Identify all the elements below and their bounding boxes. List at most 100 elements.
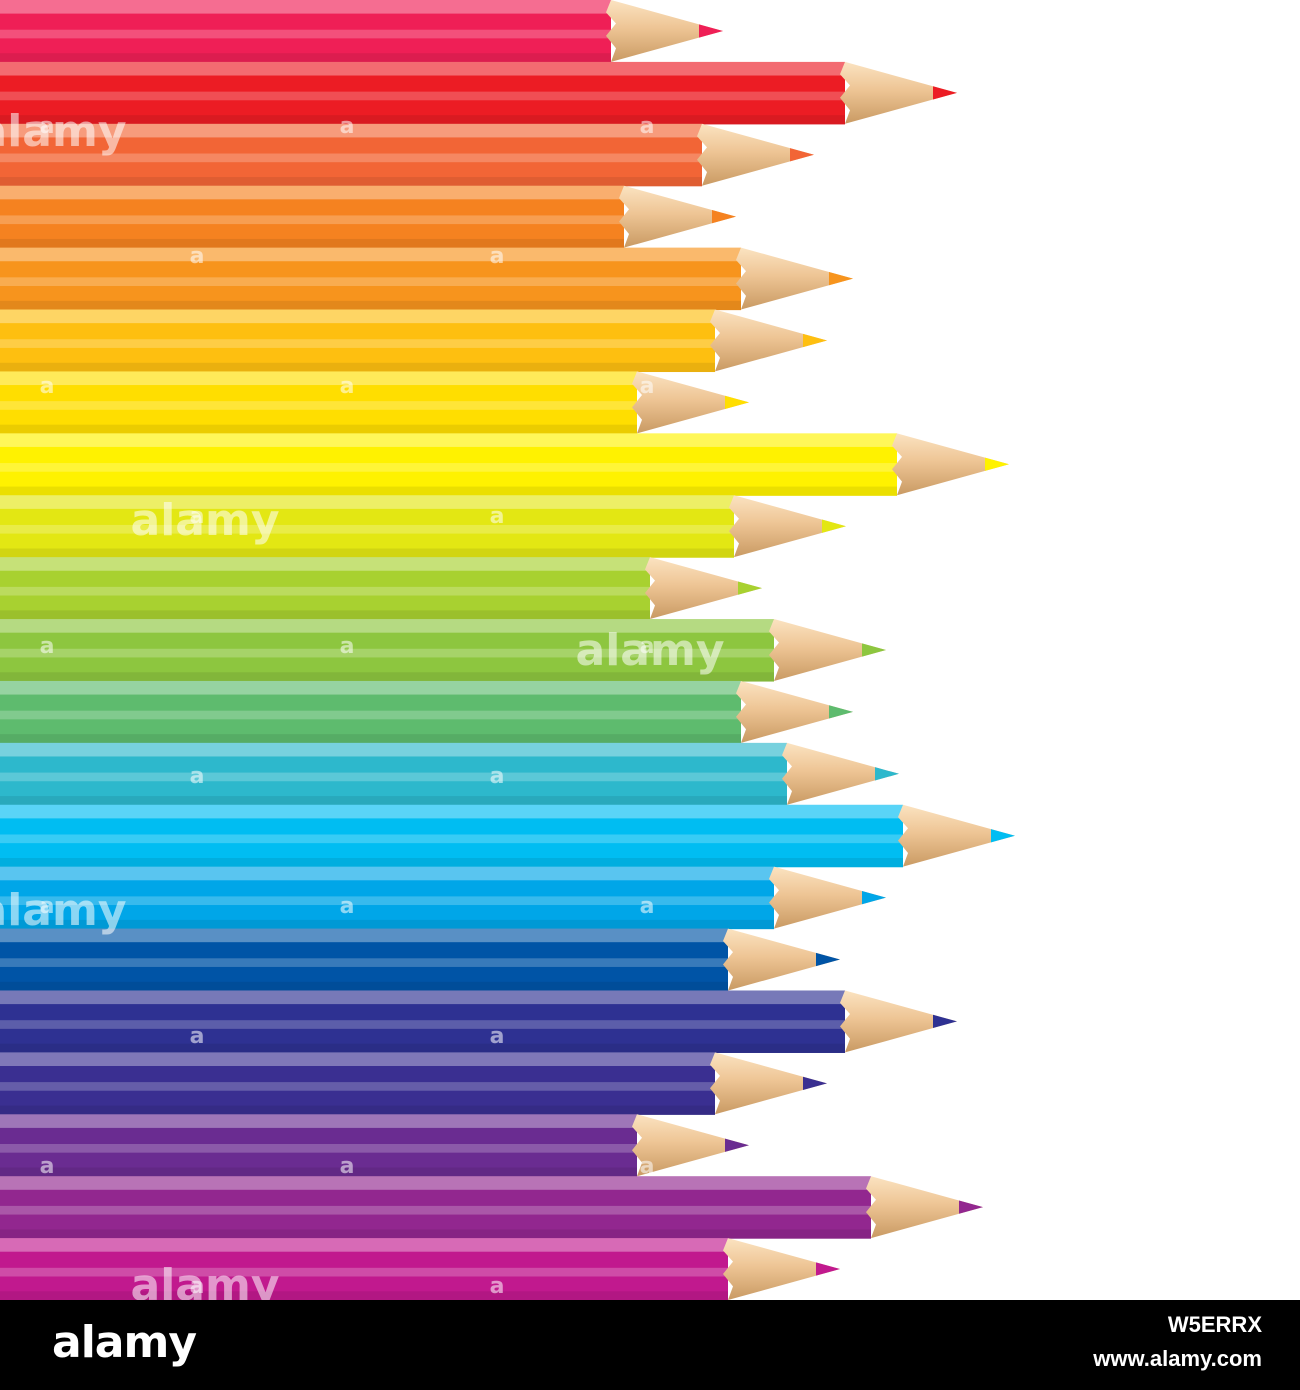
watermark-mark: a <box>340 374 355 399</box>
pencil-body-stripe <box>0 858 903 868</box>
pencil <box>0 990 957 1053</box>
pencil-wood-tip <box>632 371 749 434</box>
pencil <box>0 804 1015 868</box>
pencil-body-stripe <box>0 177 702 187</box>
pencil-body-stripe <box>0 648 774 659</box>
pencil-lead <box>933 1014 957 1029</box>
pencil-lead <box>822 519 846 533</box>
watermark-mark: a <box>340 1154 355 1179</box>
pencil-body-stripe <box>0 0 611 15</box>
watermark-text: alamy <box>131 1260 280 1300</box>
pencil-body-stripe <box>0 286 741 302</box>
pencil-body-stripe <box>0 1152 637 1169</box>
pencil-body-stripe <box>0 1105 715 1115</box>
watermark-mark: a <box>640 634 655 659</box>
pencil-body-stripe <box>0 53 611 63</box>
pencil-body-stripe <box>0 433 897 448</box>
pencil-lead <box>816 952 840 967</box>
pencil <box>0 309 827 373</box>
pencil <box>0 495 846 558</box>
watermark-mark: a <box>340 894 355 919</box>
pencil-body-stripe <box>0 719 741 735</box>
pencil-body-stripe <box>0 362 715 373</box>
pencil-body-stripe <box>0 672 774 682</box>
watermark-group: aaaaaaaaaaaaaaaaaaaaaaaaaalamyalamyalamy… <box>0 106 725 1300</box>
pencil-body-stripe <box>0 742 787 758</box>
watermark-mark: a <box>190 244 205 269</box>
pencil-body-stripe <box>0 557 650 572</box>
pencil <box>0 123 814 187</box>
pencil-body-stripe <box>0 1167 637 1177</box>
watermark-mark: a <box>490 764 505 789</box>
pencil-body-stripe <box>0 928 728 943</box>
watermark-mark: a <box>640 114 655 139</box>
pencil <box>0 557 762 620</box>
pencil <box>0 371 749 434</box>
pencil-body-stripe <box>0 524 734 535</box>
pencil-body-stripe <box>0 508 734 526</box>
pencil-wood-tip <box>710 1052 827 1115</box>
pencil-body-stripe <box>0 323 715 340</box>
pencil-body-stripe <box>0 162 702 178</box>
pencil-body-stripe <box>0 586 650 597</box>
pencil-body-stripe <box>0 880 774 897</box>
pencil-wood-tip <box>619 185 736 248</box>
pencil-body-stripe <box>0 123 702 139</box>
watermark-text: alamy <box>0 106 127 157</box>
pencil-wood-tip <box>782 742 899 805</box>
pencil-lead <box>712 210 736 224</box>
pencil-body-stripe <box>0 401 637 411</box>
pencil-body-stripe <box>0 657 774 673</box>
pencil-body-stripe <box>0 981 728 992</box>
pencil-body-stripe <box>0 710 741 720</box>
pencil-body-stripe <box>0 185 624 200</box>
pencil <box>0 866 886 930</box>
pencil-body-stripe <box>0 13 611 31</box>
pencil-lead <box>875 767 899 781</box>
pencil-wood-tip <box>840 990 957 1053</box>
pencil-body-stripe <box>0 632 774 650</box>
pencil-body-stripe <box>0 619 774 634</box>
pencil-body-stripe <box>0 610 650 620</box>
pencil-body-stripe <box>0 796 787 806</box>
pencil-body-stripe <box>0 958 728 968</box>
pencil <box>0 1238 840 1300</box>
pencil-body-stripe <box>0 1238 728 1253</box>
watermark-mark: a <box>190 504 205 529</box>
pencil-lead <box>725 395 749 410</box>
pencil-body-stripe <box>0 1189 871 1207</box>
pencil-body-stripe <box>0 1229 871 1239</box>
pencil-body-stripe <box>0 694 741 712</box>
pencil-body-stripe <box>0 866 774 881</box>
pencil-wood-tip <box>769 866 886 929</box>
watermark-mark: a <box>40 114 55 139</box>
pencil-lead <box>803 333 827 348</box>
watermark-mark: a <box>490 504 505 529</box>
pencil-body-stripe <box>0 224 624 240</box>
pencil-body-stripe <box>0 339 715 349</box>
pencil-wood-tip <box>632 1114 749 1177</box>
watermark-mark: a <box>40 634 55 659</box>
pencil-body-stripe <box>0 533 734 550</box>
pencil-body-stripe <box>0 990 845 1005</box>
pencil-body-stripe <box>0 100 845 116</box>
pencil-body-stripe <box>0 1028 845 1045</box>
pencil-body-stripe <box>0 409 637 426</box>
pencil-body-stripe <box>0 570 650 588</box>
pencil-wood-tip <box>769 619 886 681</box>
watermark-mark: a <box>40 894 55 919</box>
watermark-mark: a <box>640 894 655 919</box>
pencil-body-stripe <box>0 247 741 262</box>
pencil-body-stripe <box>0 942 728 959</box>
pencil-body-stripe <box>0 261 741 278</box>
pencil-body-stripe <box>0 238 624 249</box>
pencil-illustration: aaaaaaaaaaaaaaaaaaaaaaaaaalamyalamyalamy… <box>0 0 1015 1300</box>
pencil-body-stripe <box>0 1020 845 1030</box>
watermark-mark: a <box>490 1024 505 1049</box>
pencil-body-stripe <box>0 680 741 696</box>
pencil-lead <box>829 705 853 719</box>
pencil <box>0 680 853 744</box>
pencil-body-stripe <box>0 38 611 54</box>
pencil-body-stripe <box>0 385 637 402</box>
pencil <box>0 742 899 806</box>
